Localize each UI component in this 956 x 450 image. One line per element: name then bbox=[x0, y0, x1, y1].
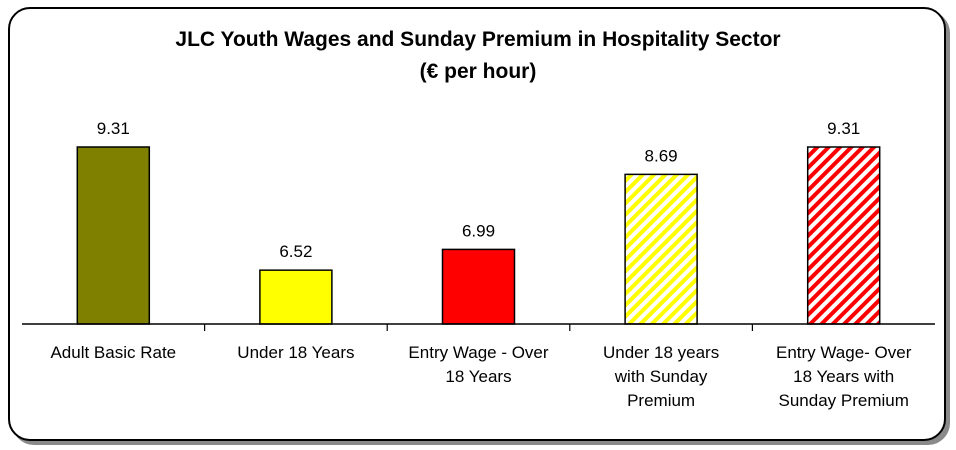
category-label: Entry Wage- Over 18 Years with Sunday Prem… bbox=[776, 343, 912, 410]
chart-frame bbox=[8, 7, 946, 441]
data-label: 6.99 bbox=[462, 221, 495, 240]
bar bbox=[806, 146, 881, 325]
category-label: Adult Basic Rate bbox=[50, 343, 176, 362]
chart-subtitle: (€ per hour) bbox=[419, 60, 537, 83]
bar bbox=[76, 146, 151, 325]
data-label: 9.31 bbox=[97, 119, 130, 138]
data-label: 9.31 bbox=[827, 119, 860, 138]
bar bbox=[441, 248, 516, 325]
category-label: Under 18 Years bbox=[237, 343, 354, 362]
category-label: Under 18 years with Sunday Premium bbox=[603, 343, 719, 410]
data-label: 6.52 bbox=[279, 242, 312, 261]
data-label: 8.69 bbox=[645, 146, 678, 165]
chart-title: JLC Youth Wages and Sunday Premium in Ho… bbox=[175, 28, 781, 51]
category-label: Entry Wage - Over 18 Years bbox=[408, 343, 548, 386]
bar bbox=[624, 173, 698, 325]
bar bbox=[259, 269, 333, 325]
